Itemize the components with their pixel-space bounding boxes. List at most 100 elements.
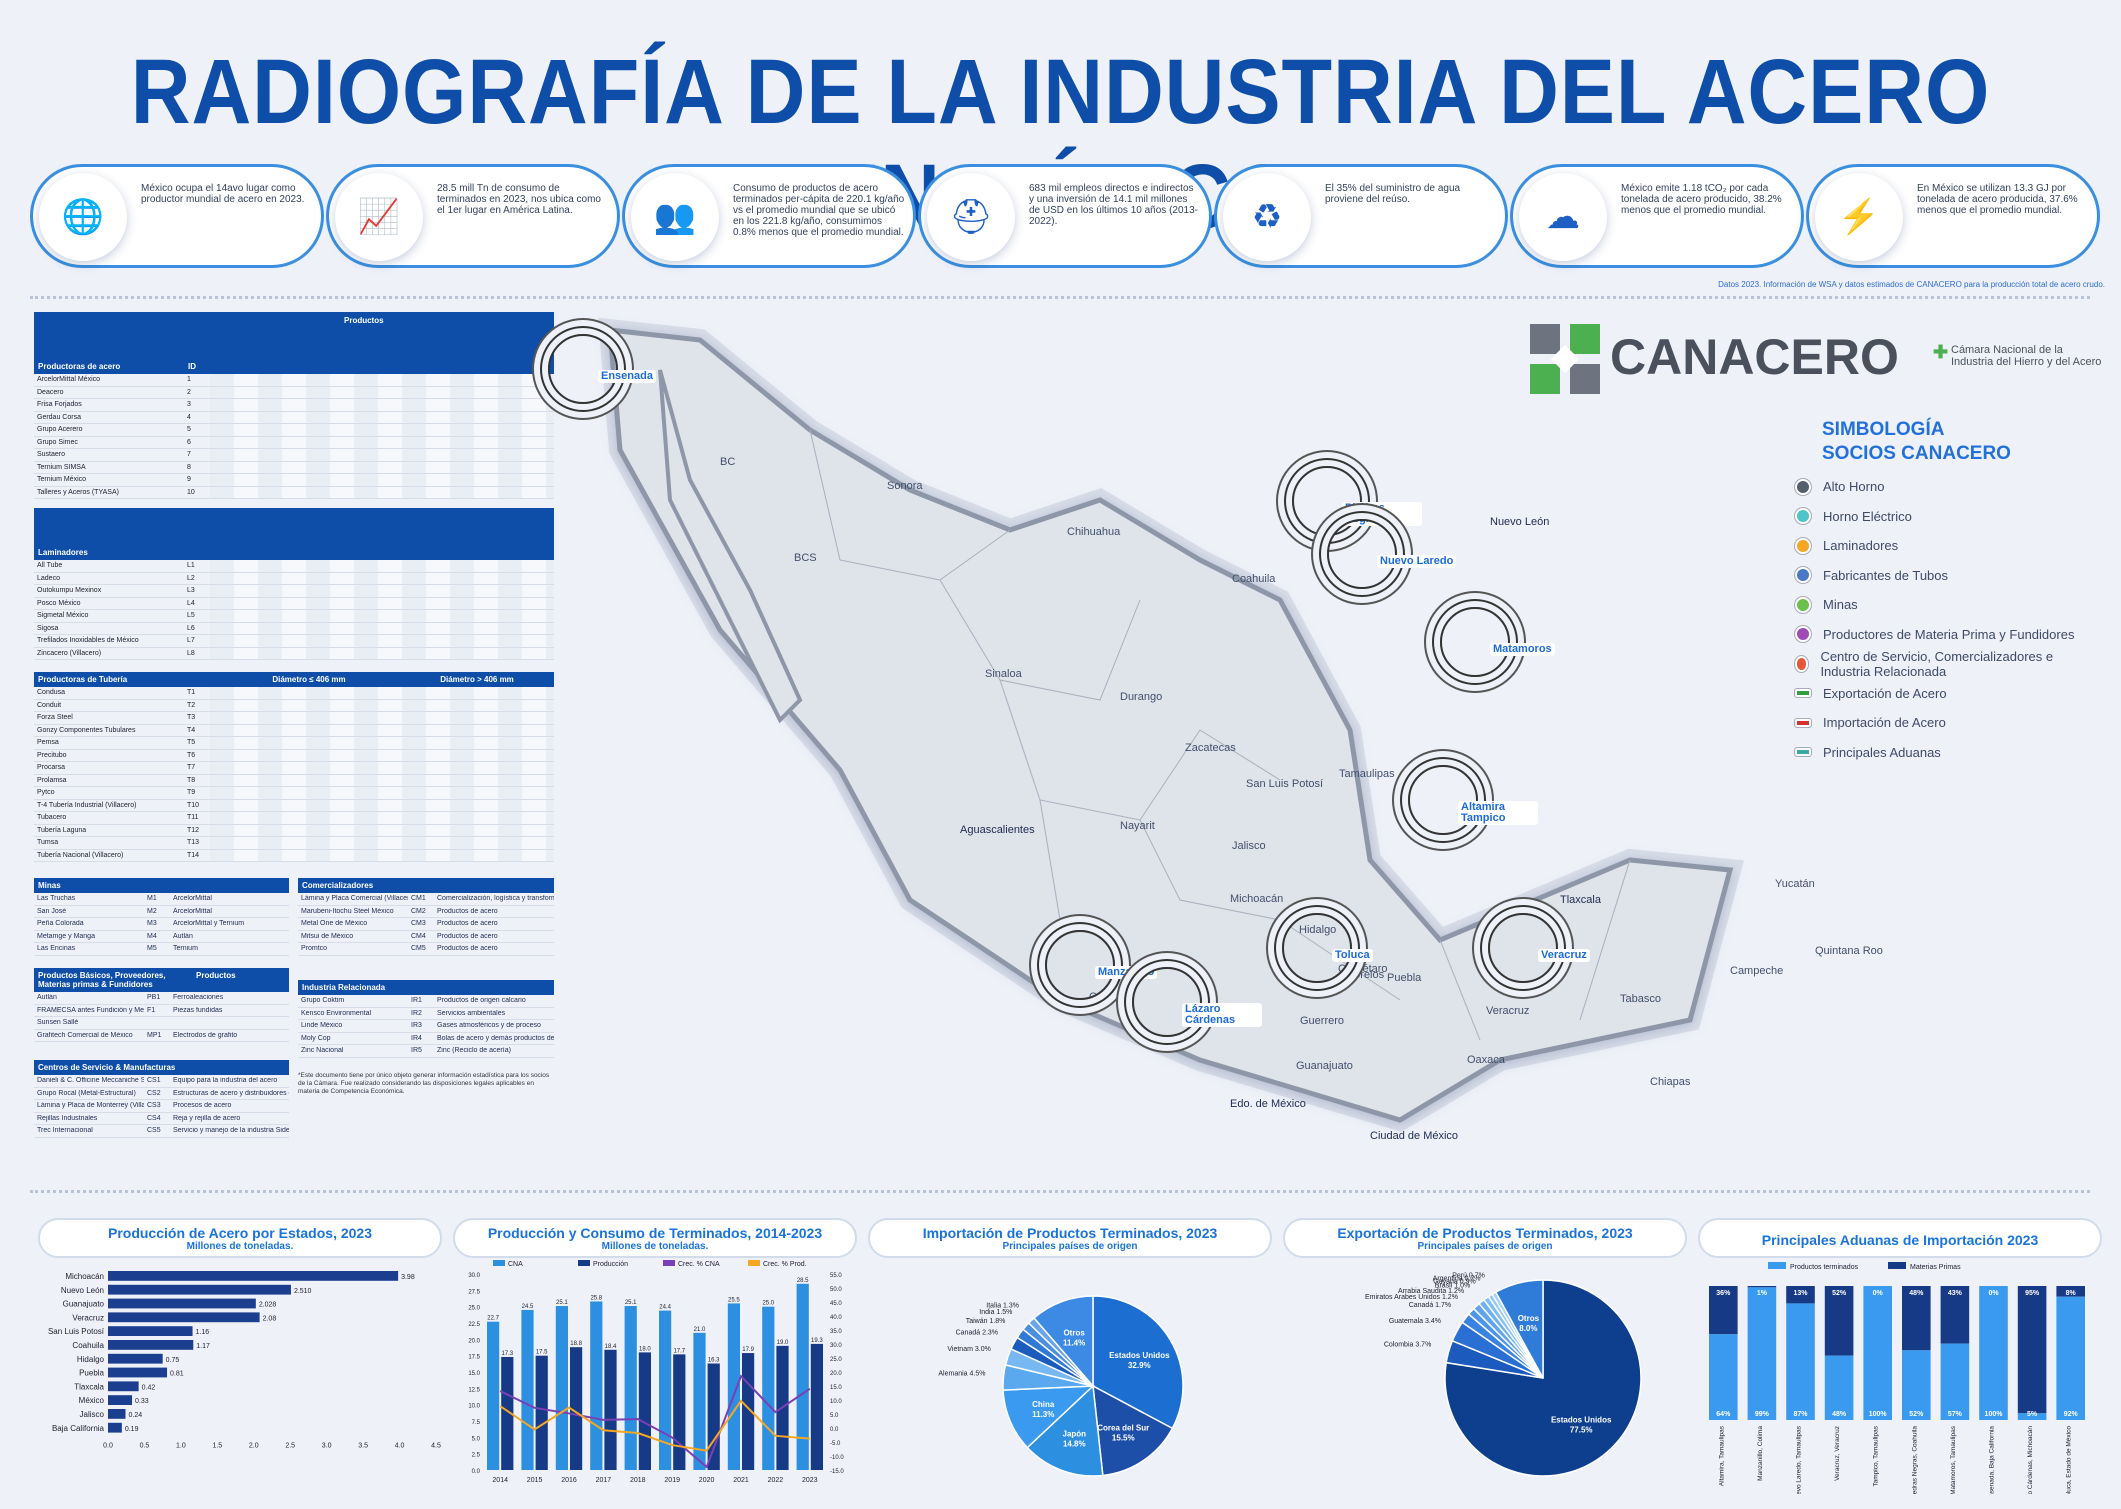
x-tick: 2.5: [285, 1443, 295, 1450]
x-tick: 2014: [492, 1477, 508, 1484]
y-tick: 12.5: [468, 1387, 480, 1393]
bar-category: Coahuila: [72, 1341, 104, 1350]
row-name: Tumsa: [37, 839, 59, 846]
table-row: Pemsa T5: [34, 737, 554, 750]
table-row: T-4 Tubería Industrial (Villacero) T10: [34, 799, 554, 812]
row-cells: [210, 824, 554, 836]
row-name: Grupo Simec: [37, 438, 78, 446]
bar-top-label: 36%: [1716, 1290, 1731, 1297]
legend-item: Principales Aduanas: [1795, 738, 2105, 768]
y2-tick: 35.0: [830, 1329, 842, 1335]
slice-label: Canadá 2.3%: [956, 1330, 998, 1337]
row-cells: [210, 787, 554, 799]
chart-exportacion-subtitle: Principales países de origen: [1417, 1241, 1553, 1252]
x-tick: 4.0: [395, 1443, 405, 1450]
lightning-icon: ⚡: [1837, 198, 1881, 236]
row-cells: [210, 774, 554, 786]
bar: [108, 1367, 168, 1378]
legend-label: Minas: [1823, 597, 1858, 613]
row-id: CS1: [147, 1077, 161, 1085]
bar-value: 17.3: [501, 1351, 513, 1357]
bar-bottom-label: 5%: [2027, 1411, 2038, 1418]
bar: [487, 1321, 500, 1470]
bar-category: Michoacán: [65, 1272, 104, 1281]
row-id: L7: [187, 637, 195, 644]
row-cells: [210, 799, 554, 811]
table-row: Sigosa L6: [34, 622, 554, 635]
chart-consumo-header: Producción y Consumo de Terminados, 2014…: [453, 1218, 857, 1258]
productos-header: Productos: [344, 316, 384, 325]
legend-marker: [1795, 537, 1811, 554]
row-name: Lámina y Placa de Monterrey (Villacero): [37, 1102, 144, 1110]
row-id: IR5: [411, 1047, 422, 1055]
y2-tick: 55.0: [830, 1273, 842, 1279]
aduana-ring: [1488, 913, 1558, 983]
pie-slice: [1092, 1384, 1174, 1477]
row-cells: [210, 374, 554, 386]
table-row: Metamge y Manga M4 Autlán: [34, 931, 289, 943]
table-row: Conduit T2: [34, 699, 554, 712]
bar-materias: [2017, 1286, 2047, 1414]
bar: [604, 1349, 617, 1470]
slice-label: Taiwán 1.8%: [966, 1318, 1006, 1325]
bar-value: 28.5: [797, 1278, 809, 1284]
productores-table: Productoras de acero ID Productos Arcelo…: [34, 312, 554, 499]
slice-value: 32.9%: [1128, 1361, 1151, 1370]
legend-title-2: SOCIOS CANACERO: [1822, 443, 2011, 464]
y2-tick: 0.0: [830, 1427, 839, 1433]
bar-terminados: [1824, 1355, 1854, 1420]
bar-category: Tlaxcala: [74, 1382, 104, 1391]
row-name: Tubería Laguna: [37, 826, 87, 834]
x-tick: Matamoros, Tamaulipas: [1950, 1425, 1957, 1494]
aduana-ring: [1045, 930, 1115, 1000]
row-id: M1: [147, 895, 157, 903]
chart-aduanas-svg: Productos terminados Materias Primas 36% 64…: [1709, 1262, 2085, 1509]
table-row: Sunsen Sallé: [34, 1017, 289, 1030]
row-name: Sustaero: [37, 451, 66, 458]
facts-row: 🌐 México ocupa el 14avo lugar como produc…: [30, 164, 2100, 272]
table-row: Mitsui de México CM4 Productos de acero: [298, 931, 554, 943]
bar-terminados: [1863, 1286, 1892, 1420]
recycle-icon: ♻: [1251, 198, 1283, 236]
bar-terminados: [2017, 1413, 2047, 1420]
bar-bottom-label: 64%: [1716, 1411, 1731, 1418]
chart-aduanas-header: Principales Aduanas de Importación 2023: [1698, 1218, 2102, 1258]
row-name: Linde México: [301, 1022, 343, 1030]
fact-text: México emite 1.18 tCO₂ por cada tonelada…: [1621, 183, 1782, 216]
table-row: Las Truchas M1 ArcelorMittal: [34, 893, 289, 906]
row-desc: Servicios ambientales: [437, 1009, 506, 1017]
slice-label: Argentina 0.7%: [1433, 1275, 1481, 1282]
row-name: Conduit: [37, 701, 62, 709]
people-icon: 👥: [631, 173, 719, 261]
x-tick: 0.5: [140, 1443, 150, 1450]
relac-table: Industria Relacionada Grupo Coktim IR1 Pro…: [298, 980, 554, 1058]
row-id: T6: [187, 751, 196, 759]
bar-value: 2.028: [259, 1302, 277, 1309]
bar-materias: [1747, 1286, 1777, 1288]
row-cells: [210, 461, 554, 473]
canacero-logo: CANACERO Cámara Nacional de la Industria…: [1530, 322, 2101, 402]
table-row: Outokumpu Mexinox L3: [34, 585, 554, 598]
tuberia-table: Productoras de Tubería Diámetro ≤ 406 mm…: [34, 672, 554, 862]
state-label-7: Zacatecas: [1185, 742, 1236, 754]
bar-top-label: 52%: [1832, 1290, 1847, 1297]
slice-label: Japón: [1063, 1430, 1087, 1439]
row-cells: [210, 436, 554, 448]
state-label-6: Durango: [1120, 691, 1163, 703]
people-icon: 👥: [653, 198, 697, 236]
y2-tick: -15.0: [830, 1469, 844, 1475]
external-label: Ciudad de México: [1370, 1130, 1459, 1142]
bar: [108, 1326, 193, 1336]
row-cells: [210, 610, 554, 622]
legend-label: Principales Aduanas: [1823, 744, 1941, 760]
fact-card: ☁ México emite 1.18 tCO₂ por cada tonelad…: [1510, 164, 1804, 268]
row-id: T12: [187, 826, 200, 834]
row-name: Forza Steel: [37, 714, 73, 721]
row-id: IR2: [411, 1009, 422, 1017]
row-id: CS2: [147, 1089, 161, 1097]
slice-label: Otros: [1063, 1328, 1085, 1337]
bar-top-label: 8%: [2066, 1290, 2077, 1297]
aduana-ring: [1132, 967, 1202, 1037]
legend-marker: [1795, 596, 1811, 613]
row-name: Gerdau Corsa: [37, 413, 81, 421]
